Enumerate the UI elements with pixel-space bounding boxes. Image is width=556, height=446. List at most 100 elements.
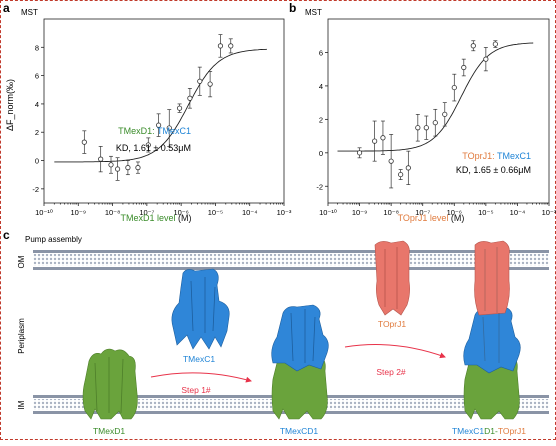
plot-b-xtick-label: 10⁻⁷ bbox=[415, 208, 430, 217]
plot-b-data-point bbox=[451, 84, 457, 91]
plot-a-data-point bbox=[197, 78, 203, 84]
tmexc1-structure bbox=[171, 268, 230, 350]
plot-a-data-point bbox=[187, 95, 193, 101]
step2-arrow bbox=[344, 344, 446, 359]
plot-a-ytick-label: 0 bbox=[35, 157, 39, 166]
plot-a-ytick-label: -2 bbox=[32, 185, 39, 194]
plot-a-xtick-label: 10⁻⁷ bbox=[139, 208, 154, 217]
panel-b-letter: b bbox=[289, 1, 296, 15]
plot-a-data-point bbox=[217, 43, 224, 49]
panel-a-kd: KD, 1.61 ± 0.53μM bbox=[116, 143, 191, 153]
plot-b-xtick-label: 10⁻⁴ bbox=[510, 208, 526, 217]
step1-arrow bbox=[150, 372, 252, 383]
plot-b-xtick-label: 10⁻⁸ bbox=[383, 208, 398, 217]
panel-b-x-label: TOprJ1 level (M) bbox=[398, 213, 465, 223]
plot-a-xtick-label: 10⁻¹⁰ bbox=[35, 208, 53, 217]
plot-b-data-point bbox=[470, 43, 476, 49]
plot-a-data-point bbox=[98, 156, 104, 162]
label-toprj1: TOprJ1 bbox=[378, 319, 406, 329]
plot-b-data-point bbox=[492, 41, 498, 47]
plot-b-xtick-label: 10⁻⁶ bbox=[447, 208, 462, 217]
plot-a-xtick-label: 10⁻³ bbox=[277, 208, 292, 217]
label-periplasm: Periplasm bbox=[17, 318, 26, 354]
plot-a-data-point bbox=[228, 43, 234, 49]
plot-a-data-point bbox=[135, 165, 141, 171]
y-axis-label: ΔF_norm(‰) bbox=[5, 79, 15, 131]
panel-a-title: MST bbox=[21, 8, 38, 17]
plot-a-data-point bbox=[207, 81, 213, 87]
toprj1-structure bbox=[374, 240, 410, 316]
plot-b-ytick-label: 0 bbox=[319, 149, 323, 158]
legend-b-toprj1: TOprJ1: bbox=[462, 151, 497, 161]
plot-a-xtick-label: 10⁻⁴ bbox=[242, 208, 258, 217]
plot-a-data-point bbox=[155, 122, 162, 128]
panel-b-title: MST bbox=[305, 8, 322, 17]
plot-a-ytick-label: 6 bbox=[35, 72, 39, 81]
panel-a-legend-line1: TMexD1: TMexC1 bbox=[118, 126, 191, 136]
plot-b-data-point bbox=[415, 125, 421, 131]
plot-b-data-point bbox=[405, 165, 411, 171]
label-tmexd1: TMexD1 bbox=[93, 426, 125, 436]
plot-b-xtick-label: 10⁻³ bbox=[542, 208, 556, 217]
legend-a-tmexd1: TMexD1: bbox=[118, 126, 157, 136]
label-om: OM bbox=[17, 255, 26, 268]
plot-a-data-point bbox=[145, 142, 151, 148]
step2-label: Step 2# bbox=[376, 367, 406, 377]
plot-b-data-point bbox=[388, 158, 394, 164]
plot-a-ytick-label: 4 bbox=[35, 100, 39, 109]
outer-membrane bbox=[33, 250, 549, 270]
plot-a-data-point bbox=[114, 166, 121, 172]
plot-b-data-point bbox=[423, 125, 429, 131]
plot-a-ytick-label: 2 bbox=[35, 128, 39, 137]
plot-b-xtick-label: 10⁻¹⁰ bbox=[319, 208, 337, 217]
plot-a-xtick-label: 10⁻⁸ bbox=[105, 208, 120, 217]
plot-a-xtick-label: 10⁻⁶ bbox=[173, 208, 188, 217]
plot-b-fit-curve bbox=[337, 42, 534, 152]
plot-a-xtick-label: 10⁻⁹ bbox=[71, 208, 87, 217]
plot-b: 10⁻¹⁰ 10⁻⁹ 10⁻⁸ 10⁻⁷ 10⁻⁶ 10⁻⁵ 10⁻⁴ 10⁻³ -2 0 2 4 6 bbox=[316, 18, 556, 217]
legend-b-tmexc1: TMexC1 bbox=[497, 151, 531, 161]
panel-a-letter: a bbox=[3, 1, 10, 15]
plot-a-data-point bbox=[176, 105, 183, 111]
plot-b-data-point bbox=[372, 138, 378, 144]
plot-a-xtick-label: 10⁻⁵ bbox=[208, 208, 223, 217]
plot-a-frame bbox=[43, 18, 285, 204]
panel-b-kd: KD, 1.65 ± 0.66μM bbox=[456, 165, 531, 175]
plot-b-xtick-label: 10⁻⁵ bbox=[478, 208, 493, 217]
plot-b-frame bbox=[327, 18, 550, 204]
plot-b-ytick-label: 4 bbox=[319, 82, 323, 91]
plot-a-fit-curve bbox=[54, 48, 267, 163]
tmexcd1-toprj1-structure bbox=[463, 240, 521, 420]
plot-b-data-point bbox=[461, 64, 467, 71]
plot-b-data-point bbox=[380, 135, 386, 141]
label-tmexc1: TMexC1 bbox=[183, 354, 215, 364]
label-tmexcd1: TMexCD1 bbox=[280, 426, 319, 436]
panel-a-x-label: TMexD1 level (M) bbox=[120, 213, 191, 223]
plot-b-data-point bbox=[483, 56, 489, 62]
plot-b-ytick-label: -2 bbox=[316, 182, 323, 191]
plot-a: 10⁻¹⁰ 10⁻⁹ 10⁻⁸ 10⁻⁷ 10⁻⁶ 10⁻⁵ 10⁻⁴ 10⁻³ -2 0 2 4 6 8 bbox=[32, 18, 292, 217]
plot-b-data-point bbox=[432, 120, 438, 126]
plot-b-ytick-label: 6 bbox=[319, 48, 323, 57]
panel-c-title: Pump assembly bbox=[25, 235, 82, 244]
plot-a-ytick-label: 8 bbox=[35, 43, 39, 52]
plot-b-data-point bbox=[398, 171, 404, 178]
plot-a-data-point bbox=[125, 165, 131, 171]
plot-b-ytick-label: 2 bbox=[319, 115, 323, 124]
plot-b-xtick-label: 10⁻⁹ bbox=[352, 208, 368, 217]
label-im: IM bbox=[17, 400, 26, 409]
tmexcd1-structure bbox=[271, 304, 329, 420]
step1-label: Step 1# bbox=[181, 385, 211, 395]
panel-b-legend-line1: TOprJ1: TMexC1 bbox=[462, 151, 531, 161]
plot-a-data-point bbox=[108, 162, 114, 168]
plot-b-data-point bbox=[356, 150, 363, 156]
label-pump: TMexC1D1-TOprJ1 bbox=[452, 426, 526, 436]
plot-b-data-point bbox=[442, 111, 448, 117]
plot-a-data-point bbox=[81, 139, 87, 145]
legend-a-tmexc1: TMexC1 bbox=[157, 126, 191, 136]
tmexd1-structure bbox=[82, 348, 138, 420]
panel-c-letter: c bbox=[3, 228, 10, 242]
plot-a-data-point bbox=[166, 125, 172, 131]
